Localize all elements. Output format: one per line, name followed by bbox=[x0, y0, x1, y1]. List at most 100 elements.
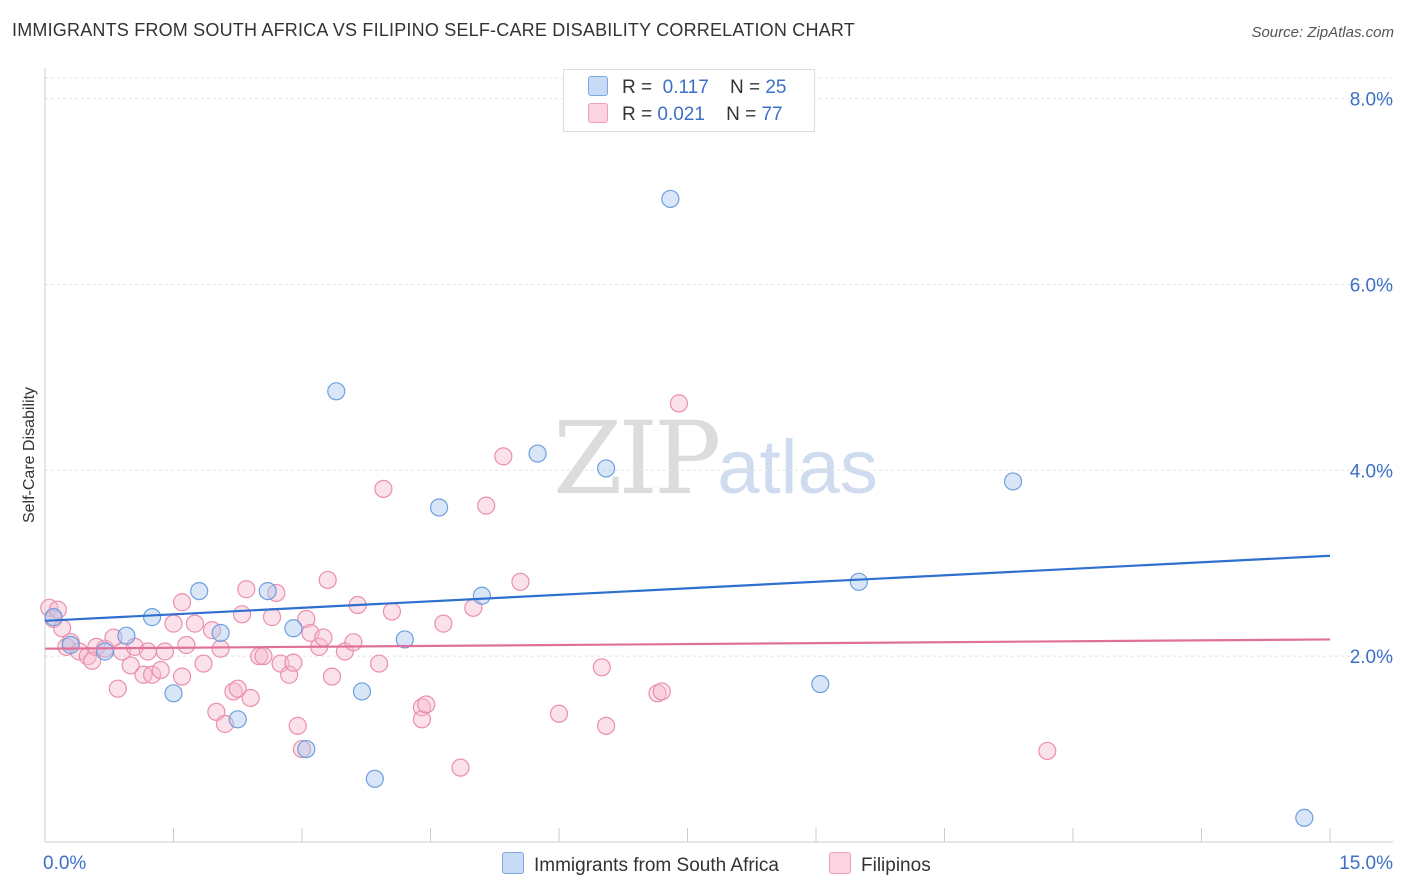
filipino-point bbox=[121, 656, 140, 675]
bottom-legend-south-africa: Immigrants from South Africa bbox=[502, 852, 779, 877]
south-africa-point bbox=[597, 459, 616, 478]
south-africa-point bbox=[528, 444, 547, 463]
legend-r-label: R = bbox=[622, 104, 653, 125]
south-africa-point bbox=[258, 581, 277, 601]
south-africa-point bbox=[1295, 808, 1314, 827]
south-africa-point bbox=[395, 630, 414, 649]
legend-n-value: 77 bbox=[761, 104, 783, 125]
filipino-point bbox=[108, 679, 127, 698]
filipino-point bbox=[280, 665, 299, 684]
legend-swatch-south-africa bbox=[588, 76, 608, 96]
south-africa-point bbox=[327, 382, 346, 401]
south-africa-point bbox=[429, 498, 449, 517]
filipino-point bbox=[284, 653, 303, 672]
south-africa-point bbox=[849, 572, 868, 591]
filipino-point bbox=[597, 716, 616, 735]
south-africa-point bbox=[95, 642, 115, 661]
south-africa-trend-line bbox=[44, 554, 1331, 622]
filipino-point bbox=[83, 651, 102, 670]
filipino-point bbox=[434, 614, 453, 633]
filipino-point bbox=[344, 633, 363, 652]
south-africa-point bbox=[352, 682, 372, 701]
stats-legend: R = 0.117 N = 25 R = 0.021 N = 77 bbox=[563, 69, 815, 132]
filipino-point bbox=[172, 593, 192, 612]
watermark: ZIPatlas bbox=[553, 400, 878, 517]
filipino-point bbox=[652, 682, 671, 701]
filipino-point bbox=[451, 758, 470, 777]
filipino-point bbox=[142, 665, 162, 684]
filipino-point bbox=[417, 695, 436, 714]
south-africa-point bbox=[190, 581, 209, 601]
south-africa-point bbox=[811, 674, 830, 694]
x-tick-label: 0.0% bbox=[43, 853, 86, 874]
filipino-point bbox=[412, 710, 432, 729]
x-tick-label: 15.0% bbox=[1339, 853, 1393, 874]
filipino-point bbox=[592, 658, 611, 677]
bottom-legend-swatch-south-africa bbox=[502, 852, 524, 874]
south-africa-point bbox=[228, 710, 247, 729]
watermark-atlas: atlas bbox=[717, 425, 878, 510]
filipino-point bbox=[669, 394, 689, 413]
south-africa-point bbox=[164, 684, 183, 703]
bottom-legend-label: Filipinos bbox=[861, 855, 931, 876]
filipino-point bbox=[314, 628, 333, 647]
legend-r-value: 0.117 bbox=[662, 77, 709, 98]
south-africa-point bbox=[472, 586, 491, 605]
legend-n-value: 25 bbox=[765, 77, 787, 98]
filipino-point bbox=[254, 647, 273, 666]
filipino-point bbox=[228, 679, 247, 698]
filipino-point bbox=[322, 667, 342, 686]
filipino-point bbox=[297, 609, 316, 629]
south-africa-point bbox=[365, 769, 384, 788]
filipino-point bbox=[292, 739, 312, 759]
filipino-point bbox=[177, 635, 196, 655]
y-tick-label: 8.0% bbox=[1350, 90, 1393, 111]
filipino-point bbox=[151, 660, 170, 680]
south-africa-point bbox=[284, 619, 303, 638]
filipino-point bbox=[185, 614, 205, 633]
filipino-point bbox=[237, 580, 256, 599]
legend-row-south-africa: R = 0.117 N = 25 bbox=[588, 76, 786, 98]
south-africa-point bbox=[61, 635, 80, 655]
chart-title: IMMIGRANTS FROM SOUTH AFRICA VS FILIPINO… bbox=[12, 20, 855, 40]
south-africa-point bbox=[117, 626, 136, 645]
bottom-legend-swatch-filipinos bbox=[829, 852, 851, 874]
filipino-point bbox=[494, 447, 513, 466]
filipino-point bbox=[138, 642, 157, 661]
filipino-point bbox=[511, 572, 530, 591]
filipino-point bbox=[262, 608, 282, 627]
y-tick-label: 6.0% bbox=[1350, 275, 1393, 296]
legend-r-value: 0.021 bbox=[657, 104, 705, 125]
bottom-legend-filipinos: Filipinos bbox=[829, 852, 931, 877]
legend-swatch-filipinos bbox=[588, 103, 608, 123]
legend-r-label: R = bbox=[622, 77, 653, 98]
south-africa-point bbox=[661, 189, 680, 209]
south-africa-point bbox=[1003, 472, 1023, 491]
filipino-point bbox=[549, 704, 569, 723]
south-africa-point bbox=[44, 608, 63, 627]
filipino-point bbox=[155, 642, 175, 661]
south-africa-point bbox=[142, 608, 162, 627]
filipino-point bbox=[374, 479, 393, 498]
y-tick-label: 2.0% bbox=[1350, 647, 1393, 668]
watermark-zip: ZIP bbox=[553, 400, 721, 517]
filipino-point bbox=[241, 688, 260, 708]
legend-row-filipinos: R = 0.021 N = 77 bbox=[588, 103, 783, 125]
filipino-point bbox=[477, 496, 496, 515]
filipino-point bbox=[194, 654, 213, 673]
filipino-point bbox=[288, 716, 307, 735]
filipino-point bbox=[1038, 741, 1057, 761]
filipino-point bbox=[164, 614, 183, 633]
south-africa-point bbox=[297, 739, 316, 759]
filipino-point bbox=[382, 602, 402, 621]
filipino-point bbox=[172, 667, 192, 686]
filipino-trend-line bbox=[44, 638, 1331, 650]
legend-n-label: N = bbox=[729, 77, 761, 98]
filipino-point bbox=[211, 639, 230, 658]
bottom-legend-label: Immigrants from South Africa bbox=[534, 855, 779, 876]
filipino-point bbox=[232, 605, 252, 624]
source-label: Source: ZipAtlas.com bbox=[1251, 24, 1394, 41]
south-africa-point bbox=[211, 623, 230, 643]
legend-n-label: N = bbox=[726, 104, 757, 125]
